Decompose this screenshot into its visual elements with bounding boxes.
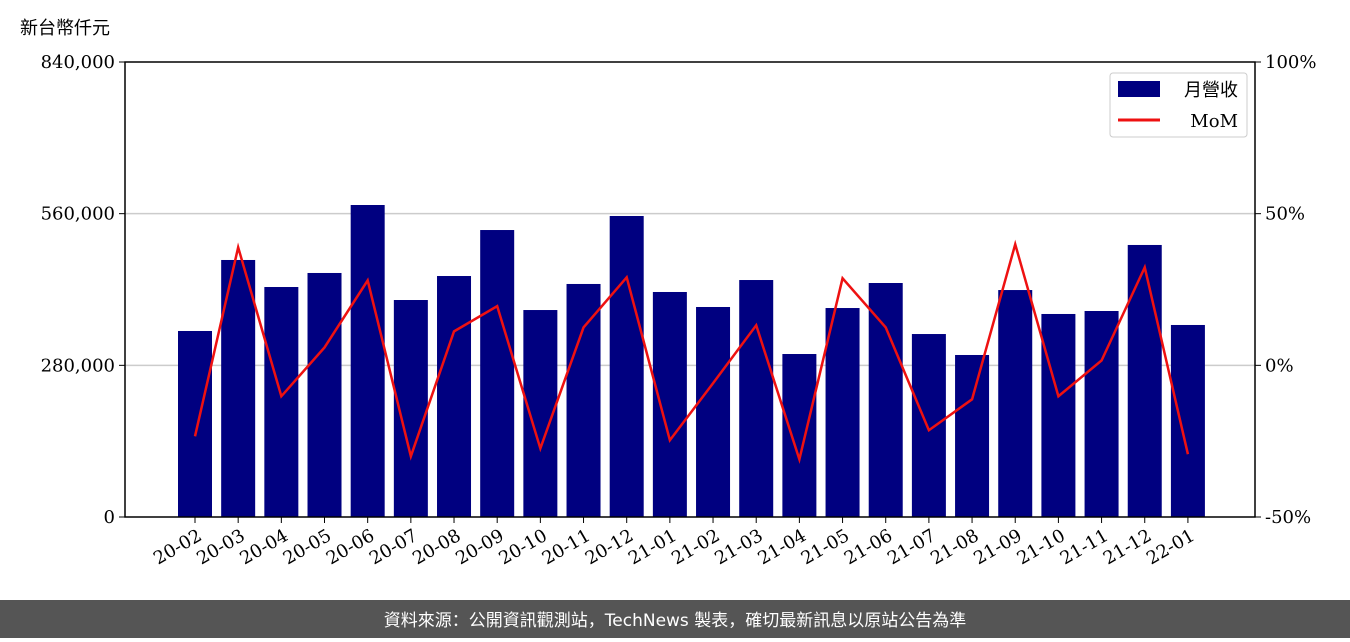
- bar: [1127, 244, 1162, 517]
- bar: [696, 306, 731, 517]
- x-tick-label: 20-03: [193, 525, 248, 569]
- bar: [1084, 311, 1119, 517]
- y-tick-label: 0: [104, 507, 115, 528]
- x-tick-label: 21-11: [1057, 525, 1112, 569]
- bar: [652, 291, 687, 517]
- bar: [566, 283, 601, 517]
- x-tick-label: 21-06: [841, 525, 896, 569]
- legend-label: 月營收: [1184, 80, 1238, 101]
- x-tick-label: 20-04: [236, 525, 291, 569]
- y-tick-label: 560,000: [41, 204, 115, 225]
- y-tick-label: 280,000: [41, 355, 115, 376]
- footer-text: 資料來源：公開資訊觀測站，TechNews 製表，確切最新訊息以原站公告為準: [384, 611, 966, 631]
- x-tick-label: 21-08: [927, 525, 982, 569]
- bar: [350, 205, 385, 517]
- x-tick-label: 21-09: [970, 525, 1025, 569]
- x-tick-label: 20-08: [409, 525, 464, 569]
- bar: [307, 272, 342, 517]
- y2-tick-label: -50%: [1265, 507, 1311, 528]
- bar: [480, 230, 515, 517]
- bar: [739, 280, 774, 517]
- bar: [1041, 313, 1076, 517]
- x-tick-label: 20-05: [280, 525, 335, 569]
- x-tick-label: 21-01: [625, 525, 680, 569]
- x-tick-label: 21-02: [668, 525, 723, 569]
- bar: [178, 330, 212, 517]
- line: [193, 239, 1190, 465]
- plot-frame: [124, 61, 1256, 518]
- x-tick-label: 21-04: [754, 525, 809, 569]
- x-tick-label: 20-12: [582, 525, 637, 569]
- bar: [1170, 324, 1205, 517]
- y2-tick-label: 100%: [1265, 52, 1316, 73]
- x-tick-label: 21-10: [1013, 525, 1068, 569]
- x-tick-label: 22-01: [1143, 525, 1198, 569]
- bar: [264, 287, 299, 517]
- x-tick-label: 20-06: [323, 525, 378, 569]
- y2-tick-label: 50%: [1265, 204, 1305, 225]
- y-tick-label: 840,000: [41, 52, 115, 73]
- y-axis-title: 新台幣仟元: [20, 18, 110, 39]
- legend: 月營收 MoM: [1109, 72, 1248, 138]
- x-tick-label: 20-09: [452, 525, 507, 569]
- bar: [221, 259, 256, 517]
- bar: [868, 283, 903, 517]
- bar: [911, 334, 946, 517]
- bar: [437, 276, 472, 517]
- x-tick-label: 20-10: [495, 525, 550, 569]
- y2-tick-label: 0%: [1265, 355, 1294, 376]
- x-tick-label: 20-07: [366, 525, 421, 569]
- bar: [609, 215, 644, 517]
- legend-label: MoM: [1190, 111, 1238, 132]
- bar: [998, 290, 1033, 517]
- bar: [825, 308, 860, 517]
- legend-swatch: [1118, 81, 1160, 97]
- x-tick-label: 21-07: [884, 525, 939, 569]
- x-tick-label: 20-02: [150, 525, 205, 569]
- x-tick-label: 21-05: [798, 525, 853, 569]
- x-tick-label: 21-12: [1100, 525, 1155, 569]
- bar: [955, 354, 990, 517]
- x-tick-label: 21-03: [711, 525, 766, 569]
- x-tick-label: 20-11: [539, 525, 594, 569]
- bar: [782, 354, 817, 517]
- footer-bar: [0, 600, 1350, 638]
